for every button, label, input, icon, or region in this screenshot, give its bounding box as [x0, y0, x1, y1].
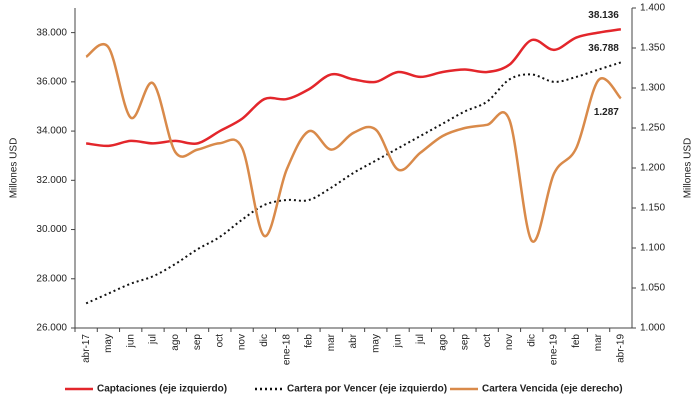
y-tick-label: 38.000	[36, 27, 67, 38]
x-tick-label: abr-19	[616, 334, 627, 363]
legend-label: Cartera Vencida (eje derecho)	[482, 384, 623, 395]
y2-tick-label: 1.300	[640, 83, 665, 94]
x-tick-label: sep	[460, 334, 471, 351]
y-tick-label: 34.000	[36, 126, 67, 137]
x-tick-label: sep	[192, 334, 203, 351]
value-label: 38.136	[588, 10, 619, 21]
x-tick-label: abr-17	[81, 334, 92, 363]
y-tick-label: 32.000	[36, 175, 67, 186]
y2-tick-label: 1.150	[640, 203, 665, 214]
y2-tick-label: 1.400	[640, 3, 665, 14]
value-label: 36.788	[588, 43, 619, 54]
value-label: 1.287	[594, 107, 619, 118]
x-tick-label: jun	[393, 334, 404, 348]
x-tick-label: jul	[415, 334, 426, 345]
y-tick-label: 36.000	[36, 76, 67, 87]
y-tick-label: 28.000	[36, 273, 67, 284]
y2-tick-label: 1.000	[640, 323, 665, 334]
y2-tick-label: 1.050	[640, 283, 665, 294]
x-tick-label: dic	[259, 334, 270, 347]
legend-label: Cartera por Vencer (eje izquierdo)	[287, 384, 447, 395]
series-line	[85, 61, 622, 305]
x-tick-label: ene-18	[281, 334, 292, 366]
x-tick-label: feb	[304, 334, 315, 348]
x-tick-label: dic	[526, 334, 537, 347]
x-tick-label: ago	[437, 334, 448, 351]
legend-label: Captaciones (eje izquierdo)	[97, 384, 227, 395]
y2-tick-label: 1.100	[640, 243, 665, 254]
x-tick-label: nov	[504, 334, 515, 350]
x-tick-label: abr	[348, 333, 359, 348]
x-tick-label: oct	[214, 334, 225, 348]
x-tick-label: ene-19	[549, 334, 560, 366]
x-tick-label: jul	[148, 334, 159, 345]
y2-tick-label: 1.200	[640, 163, 665, 174]
x-tick-label: jun	[125, 334, 136, 348]
y2-tick-label: 1.350	[640, 43, 665, 54]
y-tick-label: 30.000	[36, 224, 67, 235]
y-axis-label: Millones USD	[9, 138, 20, 199]
x-tick-label: may	[103, 334, 114, 353]
series-line	[85, 28, 622, 148]
x-tick-label: mar	[326, 333, 337, 351]
y2-tick-label: 1.250	[640, 123, 665, 134]
series-line	[85, 42, 622, 243]
y2-axis-label: Millones USD	[683, 138, 694, 199]
x-tick-label: feb	[571, 334, 582, 348]
x-tick-label: ago	[170, 334, 181, 351]
x-tick-label: nov	[237, 334, 248, 350]
x-tick-label: mar	[593, 333, 604, 351]
x-tick-label: may	[370, 334, 381, 353]
x-tick-label: oct	[482, 334, 493, 348]
y-tick-label: 26.000	[36, 323, 67, 334]
